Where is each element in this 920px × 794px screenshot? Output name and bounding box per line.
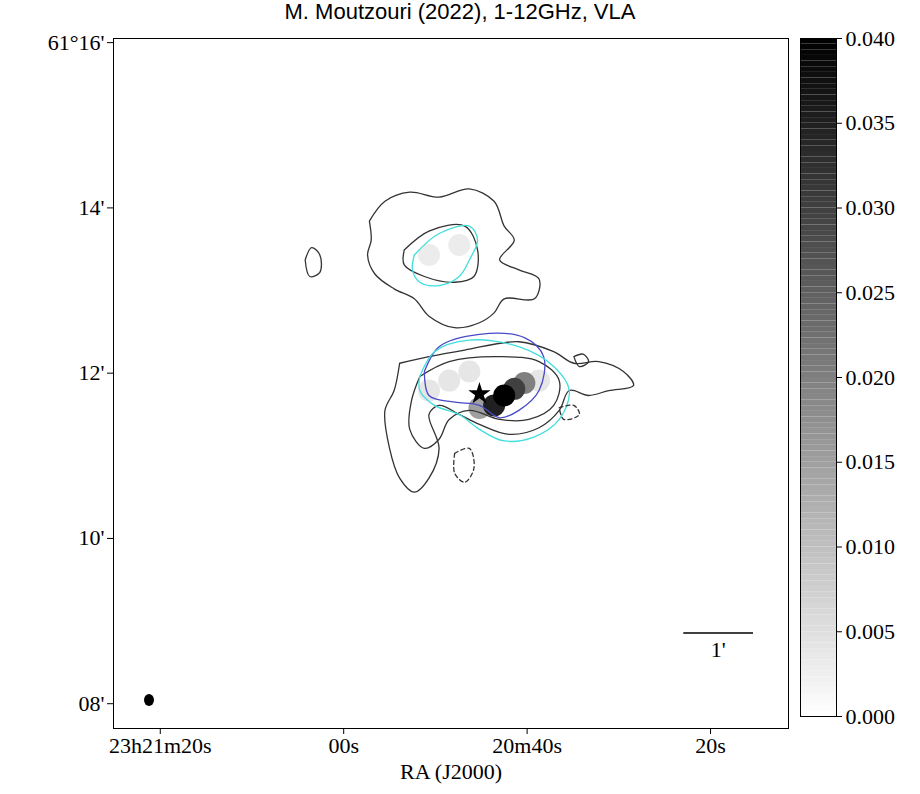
svg-text:14': 14' [79,195,105,220]
svg-text:12': 12' [79,360,105,385]
svg-text:0.005: 0.005 [846,619,896,644]
svg-text:23h21m20s: 23h21m20s [109,733,212,758]
svg-text:0.030: 0.030 [846,195,896,220]
html-text:M. Moutzouri (2022), 1-12GHz,: M. Moutzouri (2022), 1-12GHz, VLA [284,0,636,24]
svg-text:0.040: 0.040 [846,26,896,51]
svg-text:RA (J2000): RA (J2000) [400,759,502,784]
svg-text:20s: 20s [695,733,726,758]
svg-text:1': 1' [711,637,726,662]
svg-text:0.015: 0.015 [846,449,896,474]
svg-text:0.000: 0.000 [846,704,896,729]
svg-text:20m40s: 20m40s [492,733,562,758]
svg-text:0.010: 0.010 [846,534,896,559]
svg-text:08': 08' [79,691,105,716]
svg-text:61°16': 61°16' [48,30,105,55]
svg-text:0.035: 0.035 [846,110,896,135]
svg-text:0.025: 0.025 [846,280,896,305]
svg-text:0.020: 0.020 [846,365,896,390]
svg-text:00s: 00s [328,733,359,758]
svg-text:10': 10' [79,525,105,550]
